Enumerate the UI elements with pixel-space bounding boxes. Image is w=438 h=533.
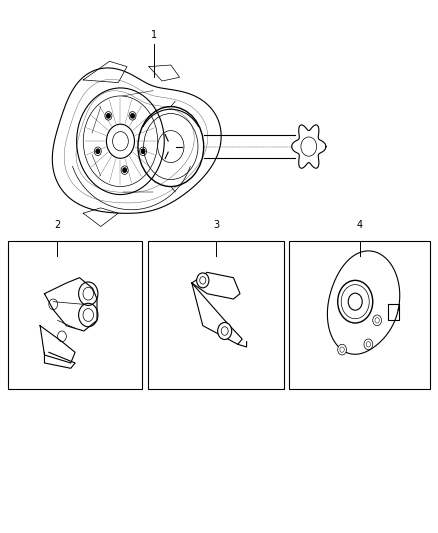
Circle shape — [131, 114, 134, 118]
Polygon shape — [388, 304, 399, 320]
Text: 3: 3 — [213, 220, 219, 230]
Text: 4: 4 — [357, 220, 363, 230]
Circle shape — [338, 344, 346, 355]
Polygon shape — [192, 272, 240, 299]
Circle shape — [218, 322, 232, 340]
Circle shape — [338, 280, 373, 323]
Text: 1: 1 — [151, 30, 157, 40]
Bar — [289, 241, 430, 389]
Circle shape — [141, 149, 145, 154]
Circle shape — [364, 339, 373, 350]
Circle shape — [123, 168, 127, 172]
Circle shape — [107, 114, 110, 118]
Circle shape — [96, 149, 99, 154]
Polygon shape — [327, 251, 400, 354]
Polygon shape — [192, 283, 242, 344]
Circle shape — [197, 273, 209, 288]
Circle shape — [348, 293, 362, 310]
Text: 2: 2 — [54, 220, 60, 230]
Circle shape — [373, 315, 381, 326]
Bar — [148, 241, 284, 389]
Bar — [8, 241, 142, 389]
